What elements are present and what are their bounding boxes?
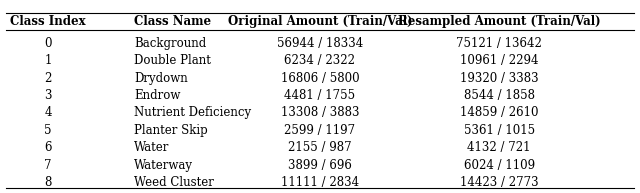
Text: 75121 / 13642: 75121 / 13642 <box>456 37 542 50</box>
Text: 14423 / 2773: 14423 / 2773 <box>460 176 538 189</box>
Text: 4132 / 721: 4132 / 721 <box>467 141 531 154</box>
Text: 19320 / 3383: 19320 / 3383 <box>460 72 538 85</box>
Text: 3: 3 <box>44 89 52 102</box>
Text: Drydown: Drydown <box>134 72 188 85</box>
Text: 3899 / 696: 3899 / 696 <box>288 158 352 172</box>
Text: 8: 8 <box>44 176 52 189</box>
Text: Original Amount (Train/Val): Original Amount (Train/Val) <box>228 15 412 28</box>
Text: 2: 2 <box>44 72 52 85</box>
Text: Background: Background <box>134 37 207 50</box>
Text: 16806 / 5800: 16806 / 5800 <box>281 72 359 85</box>
Text: 6024 / 1109: 6024 / 1109 <box>463 158 535 172</box>
Text: 7: 7 <box>44 158 52 172</box>
Text: 5: 5 <box>44 124 52 137</box>
Text: 14859 / 2610: 14859 / 2610 <box>460 106 538 119</box>
Text: Double Plant: Double Plant <box>134 54 211 67</box>
Text: 6234 / 2322: 6234 / 2322 <box>285 54 355 67</box>
Text: 5361 / 1015: 5361 / 1015 <box>463 124 535 137</box>
Text: 4: 4 <box>44 106 52 119</box>
Text: 13308 / 3883: 13308 / 3883 <box>281 106 359 119</box>
Text: 1: 1 <box>44 54 52 67</box>
Text: Weed Cluster: Weed Cluster <box>134 176 214 189</box>
Text: 6: 6 <box>44 141 52 154</box>
Text: Waterway: Waterway <box>134 158 193 172</box>
Text: 2599 / 1197: 2599 / 1197 <box>284 124 356 137</box>
Text: Class Name: Class Name <box>134 15 212 28</box>
Text: 11111 / 2834: 11111 / 2834 <box>281 176 359 189</box>
Text: 2155 / 987: 2155 / 987 <box>288 141 352 154</box>
Text: 8544 / 1858: 8544 / 1858 <box>464 89 534 102</box>
Text: Resampled Amount (Train/Val): Resampled Amount (Train/Val) <box>398 15 600 28</box>
Text: Nutrient Deficiency: Nutrient Deficiency <box>134 106 252 119</box>
Text: Endrow: Endrow <box>134 89 180 102</box>
Text: Water: Water <box>134 141 170 154</box>
Text: 0: 0 <box>44 37 52 50</box>
Text: 10961 / 2294: 10961 / 2294 <box>460 54 538 67</box>
Text: Planter Skip: Planter Skip <box>134 124 208 137</box>
Text: 4481 / 1755: 4481 / 1755 <box>284 89 356 102</box>
Text: 56944 / 18334: 56944 / 18334 <box>277 37 363 50</box>
Text: Class Index: Class Index <box>10 15 86 28</box>
